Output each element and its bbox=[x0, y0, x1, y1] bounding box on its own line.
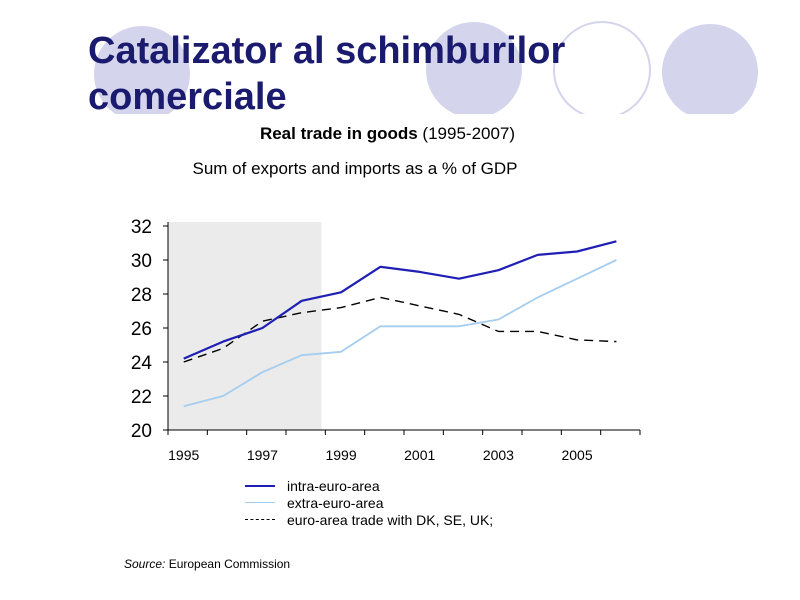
shaded-band bbox=[168, 222, 322, 430]
legend-item-intra: intra-euro-area bbox=[245, 477, 493, 494]
y-tick-label: 20 bbox=[131, 421, 152, 442]
decorative-circles bbox=[0, 21, 800, 130]
y-tick-label: 26 bbox=[131, 319, 152, 340]
decor-circle bbox=[426, 22, 522, 118]
legend-label-extra: extra-euro-area bbox=[287, 494, 384, 511]
chart-title: Real trade in goods (1995-2007) bbox=[0, 124, 775, 144]
x-tick-label: 1995 bbox=[168, 447, 199, 463]
x-tick-label: 1999 bbox=[325, 447, 356, 463]
legend-swatch-extra bbox=[245, 502, 275, 503]
chart-subtitle: Sum of exports and imports as a % of GDP bbox=[192, 159, 518, 178]
series-line-intra-euro-area bbox=[183, 240, 617, 360]
legend-swatch-dk-se-uk bbox=[245, 519, 275, 520]
source-text: European Commission bbox=[168, 557, 291, 571]
x-tick-label: 2005 bbox=[561, 447, 592, 463]
legend-label-intra: intra-euro-area bbox=[287, 477, 380, 494]
y-tick-label: 28 bbox=[131, 285, 152, 306]
chart-title-years: (1995-2007) bbox=[422, 124, 516, 143]
legend-item-extra: extra-euro-area bbox=[245, 494, 493, 511]
x-tick-label: 2001 bbox=[404, 447, 435, 463]
decor-circle bbox=[94, 26, 190, 122]
x-tick-label: 2003 bbox=[483, 447, 514, 463]
slide-title: Catalizator al schimburilor comerciale bbox=[88, 28, 688, 120]
source-note: Source: European Commission bbox=[124, 557, 290, 571]
y-tick-label: 30 bbox=[131, 251, 152, 272]
series-line-dk-se-uk bbox=[183, 296, 617, 363]
y-tick-label: 22 bbox=[131, 387, 152, 408]
source-label: Source: bbox=[124, 557, 166, 571]
y-tick-label: 32 bbox=[131, 217, 152, 238]
legend-swatch-intra bbox=[245, 484, 275, 487]
slide-title-line2: comerciale bbox=[88, 76, 287, 118]
chart-legend: intra-euro-area extra-euro-area euro-are… bbox=[245, 477, 493, 528]
series-line-extra-euro-area bbox=[183, 259, 617, 408]
legend-item-dk-se-uk: euro-area trade with DK, SE, UK; bbox=[245, 511, 493, 528]
x-tick-label: 1997 bbox=[247, 447, 278, 463]
legend-label-dk-se-uk: euro-area trade with DK, SE, UK; bbox=[287, 511, 494, 528]
decor-circle bbox=[662, 24, 758, 120]
chart-title-main: Real trade in goods bbox=[259, 124, 418, 143]
slide-title-line1: Catalizator al schimburilor bbox=[88, 30, 566, 72]
y-tick-label: 24 bbox=[131, 353, 153, 374]
